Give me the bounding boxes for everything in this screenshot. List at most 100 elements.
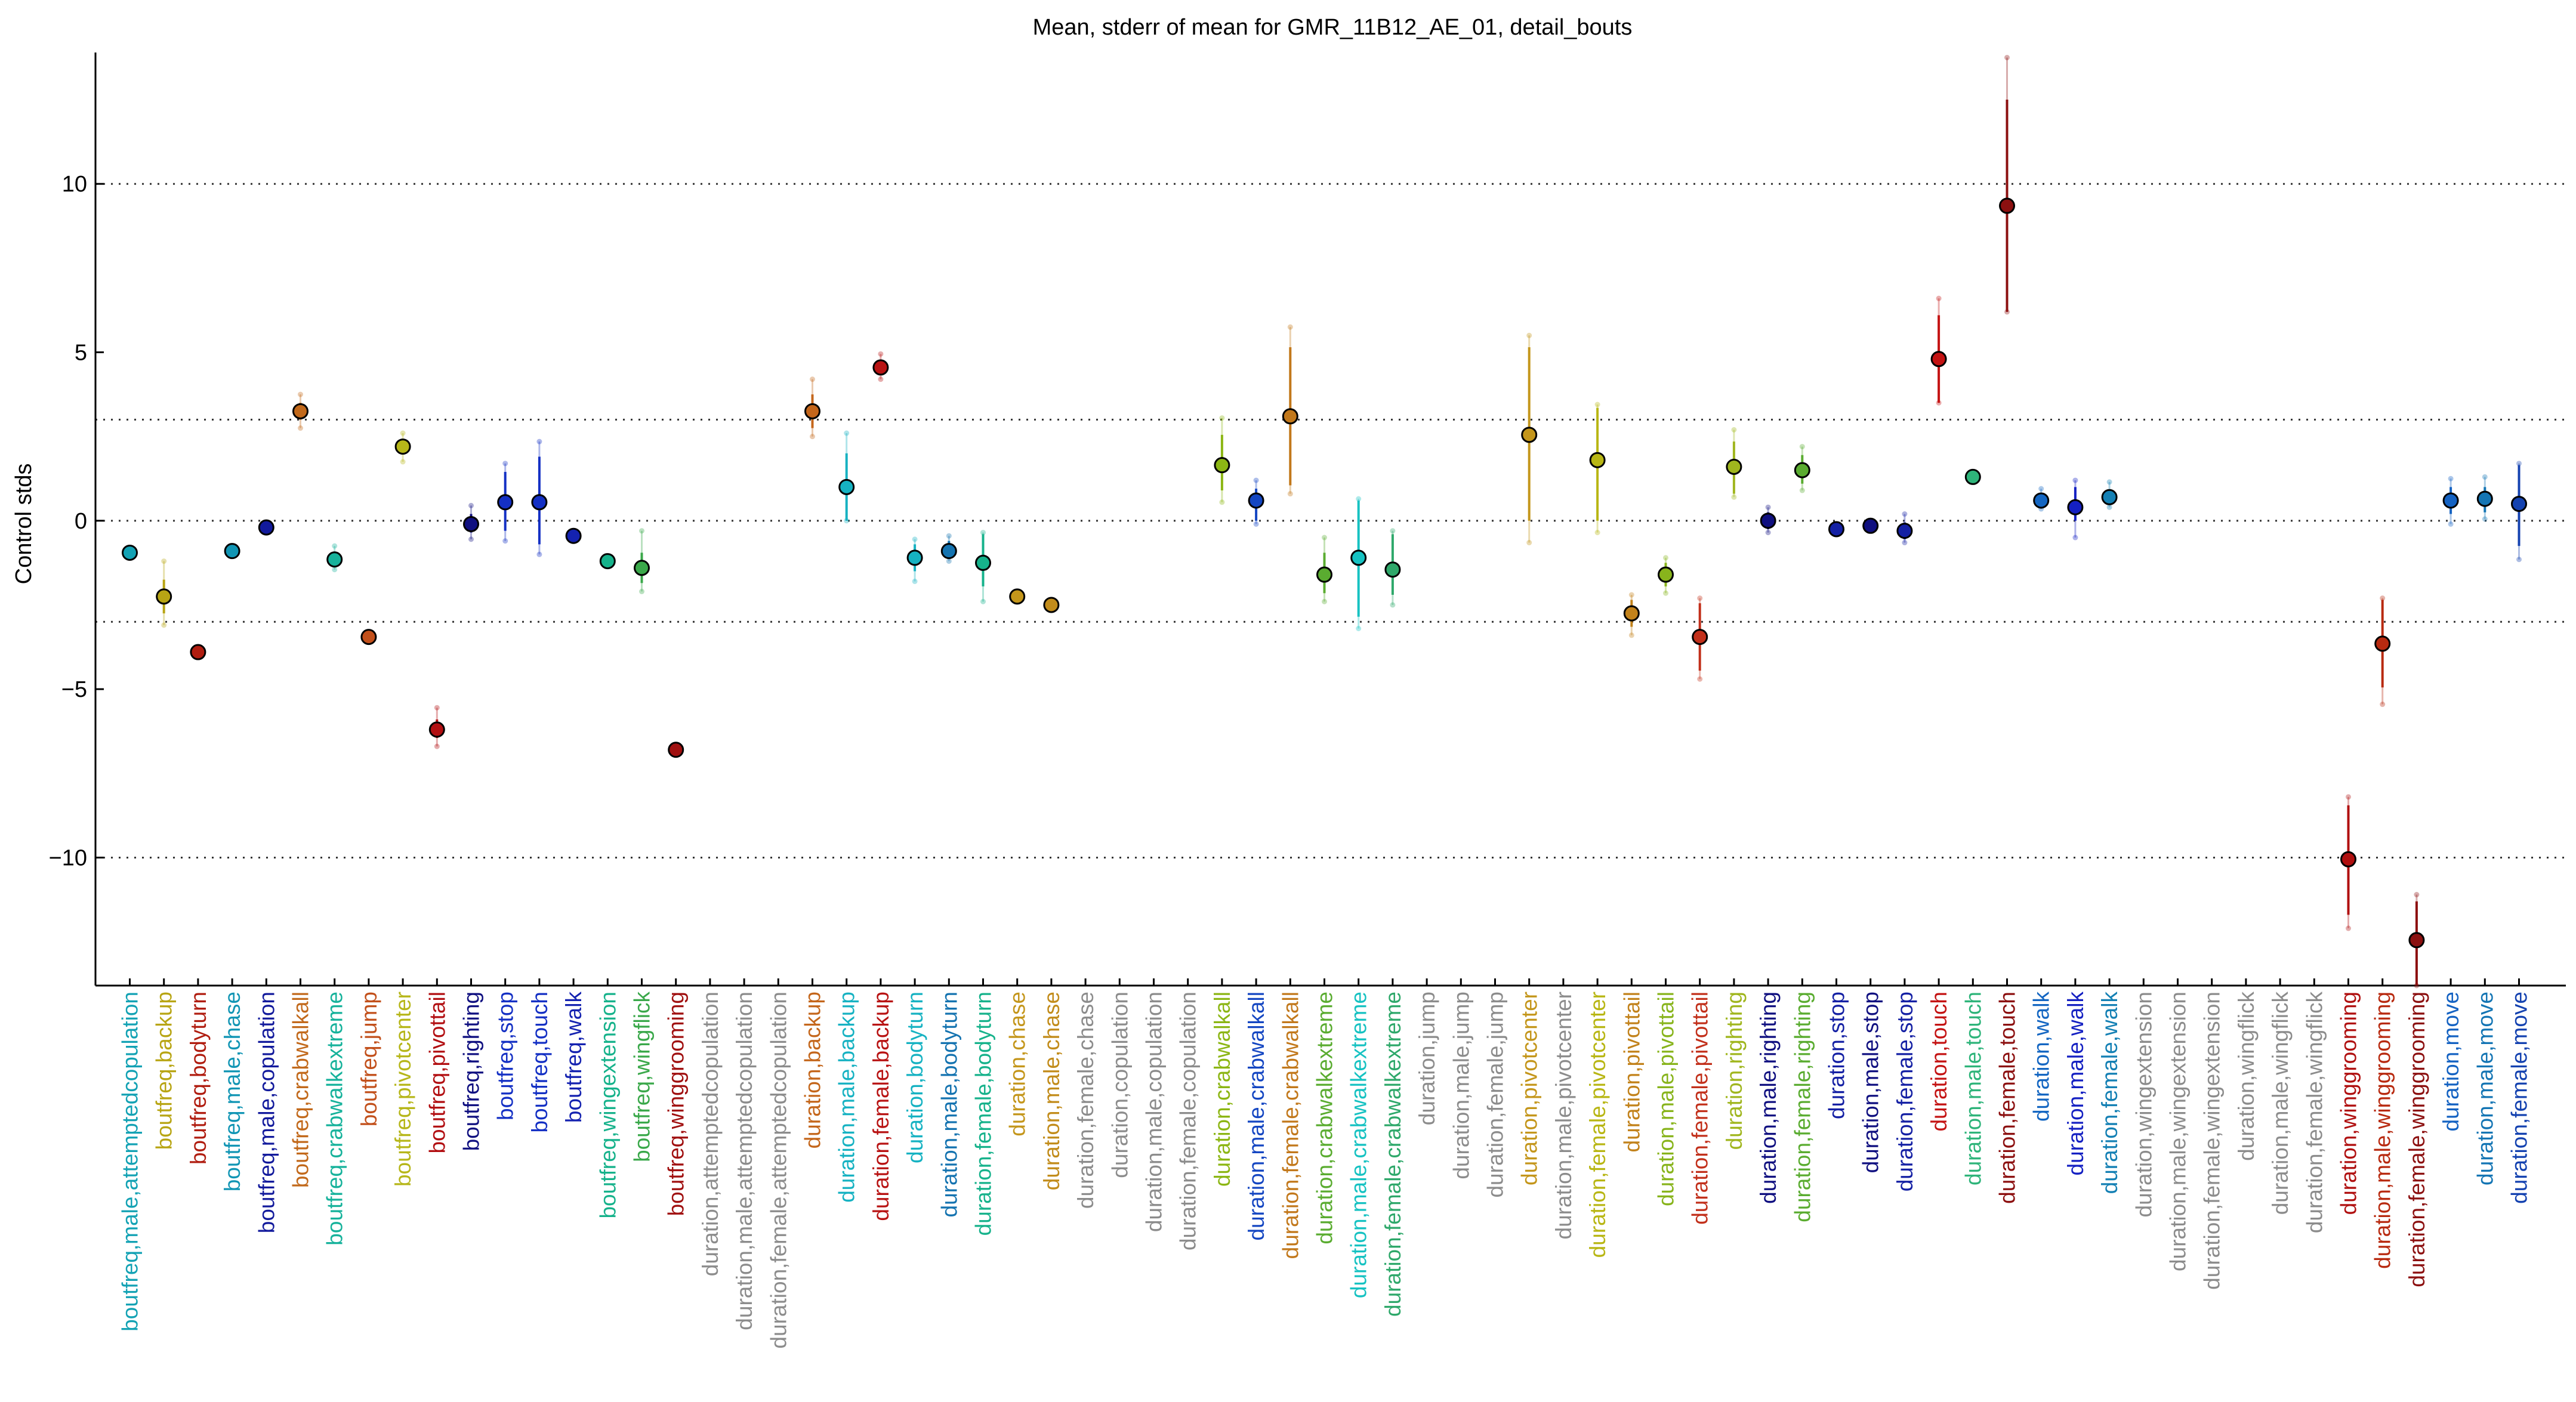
- x-tick-label: boutfreq,pivotcenter: [391, 992, 415, 1187]
- sd-end-marker: [536, 438, 542, 444]
- data-point: [1043, 597, 1060, 613]
- x-tick-label: duration,pivottail: [1619, 992, 1644, 1152]
- mean-marker: [838, 478, 855, 495]
- sd-end-marker: [1219, 499, 1225, 505]
- sd-end-marker: [1390, 602, 1396, 608]
- mean-marker: [2101, 489, 2118, 505]
- mean-marker: [1692, 629, 1708, 646]
- data-point: [975, 530, 991, 604]
- sd-end-marker: [502, 538, 508, 544]
- x-tick-label: duration,female,pivottail: [1688, 992, 1713, 1225]
- y-axis-label: Control stds: [11, 464, 36, 585]
- x-tick-label: duration,touch: [1927, 992, 1951, 1132]
- mean-marker: [1862, 517, 1879, 534]
- x-tick-label: duration,move: [2439, 992, 2463, 1131]
- x-tick-label: duration,female,move: [2507, 992, 2532, 1204]
- data-point: [1964, 468, 1981, 485]
- x-tick-label: boutfreq,wingflick: [630, 992, 655, 1162]
- mean-marker: [804, 403, 820, 419]
- x-tick-label: boutfreq,winggrooming: [664, 992, 689, 1216]
- x-tick-label: duration,female,copulation: [1176, 992, 1201, 1250]
- chart-title: Mean, stderr of mean for GMR_11B12_AE_01…: [1033, 15, 1633, 40]
- x-tick-label: duration,male,attemptedcopulation: [732, 992, 757, 1330]
- mean-marker: [1248, 492, 1264, 509]
- x-tick-label: boutfreq,wingextension: [596, 992, 620, 1219]
- data-point: [2340, 794, 2356, 931]
- mean-marker: [1794, 462, 1810, 478]
- sd-end-marker: [298, 391, 303, 397]
- x-tick-label: duration,female,walk: [2097, 992, 2122, 1194]
- sd-end-marker: [2106, 479, 2112, 485]
- sd-end-marker: [2516, 557, 2522, 563]
- data-point: [634, 528, 650, 594]
- data-point: [1384, 528, 1401, 608]
- sd-end-marker: [2072, 477, 2078, 483]
- sd-end-marker: [1765, 504, 1771, 510]
- sd-end-marker: [2038, 486, 2044, 492]
- y-tick-label: 0: [75, 509, 87, 534]
- mean-marker: [1282, 408, 1298, 425]
- sd-end-marker: [161, 558, 167, 564]
- x-tick-label: duration,stop: [1825, 992, 1849, 1119]
- data-point: [1589, 402, 1606, 536]
- x-tick-label: boutfreq,male,attemptedcopulation: [118, 992, 143, 1332]
- x-tick-label: duration,female,crabwalkextreme: [1381, 992, 1405, 1317]
- data-point: [940, 533, 957, 564]
- x-tick-label: duration,female,pivotcenter: [1585, 992, 1610, 1258]
- x-tick-label: duration,male,crabwalkall: [1244, 992, 1269, 1240]
- sd-end-marker: [1594, 402, 1600, 407]
- x-tick-label: boutfreq,righting: [459, 992, 484, 1151]
- sd-end-marker: [2380, 595, 2386, 601]
- sd-end-marker: [536, 551, 542, 557]
- mean-marker: [940, 543, 957, 560]
- mean-marker: [1350, 549, 1367, 566]
- sd-end-marker: [1731, 427, 1737, 433]
- x-tick-label: duration,female,chase: [1073, 992, 1098, 1209]
- x-tick-label: duration,male,righting: [1756, 992, 1781, 1204]
- sd-end-marker: [2072, 535, 2078, 541]
- sd-end-marker: [161, 622, 167, 628]
- sd-end-marker: [502, 461, 508, 467]
- x-tick-label: duration,female,wingflick: [2302, 992, 2327, 1234]
- data-point: [668, 742, 684, 758]
- mean-marker: [258, 519, 274, 536]
- x-tick-label: duration,male,backup: [835, 992, 859, 1203]
- x-tick-label: duration,male,move: [2473, 992, 2497, 1185]
- sd-end-marker: [2482, 474, 2488, 480]
- data-point: [1623, 592, 1640, 638]
- data-point: [2442, 475, 2459, 527]
- sd-end-marker: [1322, 535, 1327, 541]
- x-tick-label: duration,bodyturn: [903, 992, 927, 1163]
- x-tick-label: duration,chase: [1005, 992, 1030, 1137]
- mean-marker: [2067, 499, 2084, 515]
- x-tick-label: duration,jump: [1415, 992, 1439, 1125]
- sd-end-marker: [1628, 592, 1634, 598]
- sd-end-marker: [332, 567, 338, 573]
- sd-end-marker: [810, 376, 815, 382]
- sd-end-marker: [1902, 511, 1908, 517]
- data-point: [838, 430, 855, 524]
- sd-end-marker: [400, 430, 406, 436]
- data-point: [1521, 332, 1538, 546]
- data-point: [428, 705, 445, 749]
- x-tick-label: duration,winggrooming: [2337, 992, 2361, 1215]
- mean-marker: [2442, 492, 2459, 509]
- x-tick-label: duration,male,chase: [1039, 992, 1064, 1190]
- data-point: [1282, 324, 1298, 497]
- sd-end-marker: [2516, 461, 2522, 467]
- mean-marker: [2476, 490, 2493, 507]
- x-tick-label: duration,female,jump: [1483, 992, 1508, 1198]
- x-tick-label: duration,attemptedcopulation: [698, 992, 723, 1276]
- mean-marker: [1999, 197, 2015, 214]
- y-tick-label: −5: [61, 677, 87, 702]
- data-point: [565, 527, 582, 544]
- x-tick-label: boutfreq,backup: [152, 992, 177, 1150]
- data-point: [360, 629, 377, 646]
- x-tick-label: duration,female,wingextension: [2200, 992, 2225, 1290]
- mean-marker: [1760, 512, 1776, 529]
- data-point: [224, 543, 240, 560]
- sd-end-marker: [1287, 491, 1293, 497]
- data-point: [2033, 486, 2050, 512]
- sd-end-marker: [2380, 702, 2386, 708]
